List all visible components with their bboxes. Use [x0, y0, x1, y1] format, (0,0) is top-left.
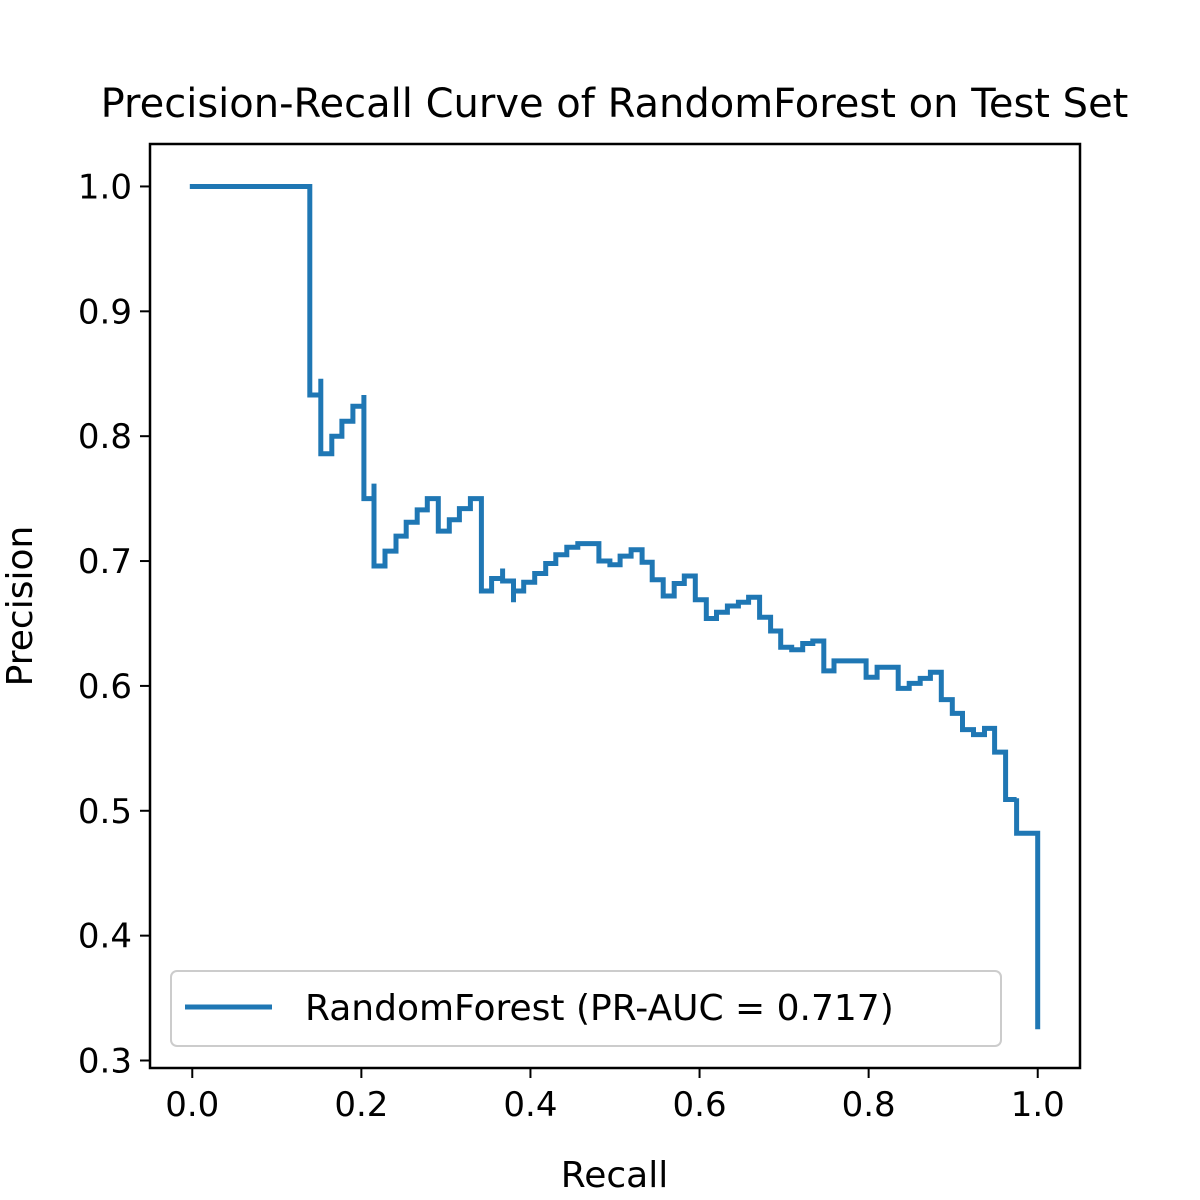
x-tick-label: 0.2 [334, 1085, 388, 1125]
x-axis: 0.0 0.2 0.4 0.6 0.8 1.0 [165, 1068, 1065, 1125]
y-tick-label: 0.9 [78, 292, 132, 332]
axes-frame [148, 142, 1082, 1070]
x-tick-label: 0.4 [503, 1085, 557, 1125]
y-tick-label: 0.6 [78, 667, 132, 707]
chart-title: Precision-Recall Curve of RandomForest o… [101, 81, 1129, 127]
y-tick-label: 0.7 [78, 542, 132, 582]
y-tick-label: 0.8 [78, 417, 132, 457]
x-axis-label: Recall [561, 1155, 668, 1196]
y-tick-label: 0.3 [78, 1042, 132, 1082]
x-tick-label: 0.8 [842, 1085, 896, 1125]
legend-box [170, 970, 1002, 1047]
x-tick-label: 0.6 [673, 1085, 727, 1125]
x-tick-label: 0.0 [165, 1085, 219, 1125]
legend-label: RandomForest (PR-AUC = 0.717) [305, 988, 894, 1029]
plot-area [148, 142, 1082, 1070]
y-tick-label: 0.5 [78, 792, 132, 832]
series-line-randomforest [189, 184, 1041, 1030]
y-axis: 0.3 0.4 0.5 0.6 0.7 0.8 0.9 1.0 [78, 167, 150, 1082]
y-axis-label: Precision [0, 526, 41, 687]
x-tick-label: 1.0 [1011, 1085, 1065, 1125]
y-tick-label: 1.0 [78, 167, 132, 207]
legend: RandomForest (PR-AUC = 0.717) [170, 970, 1002, 1047]
y-tick-label: 0.4 [78, 917, 132, 957]
